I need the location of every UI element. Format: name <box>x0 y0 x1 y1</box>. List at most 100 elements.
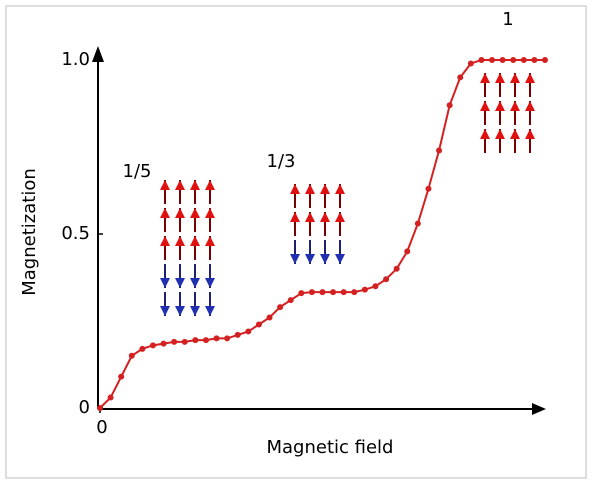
spin-up-head <box>320 184 330 194</box>
spin-up-head <box>305 184 315 194</box>
y-tick-label: 0 <box>79 397 90 418</box>
spin-down-head <box>205 278 215 288</box>
spin-up-head <box>305 212 315 222</box>
x-axis-label: Magnetic field <box>267 437 394 458</box>
line <box>99 59 545 409</box>
spin-up-head <box>480 101 490 111</box>
spin-up-head <box>480 73 490 83</box>
spin-up-head <box>190 180 200 190</box>
point <box>510 57 517 63</box>
point <box>245 328 252 335</box>
spin-up-head <box>175 180 185 190</box>
spin-up-head <box>160 236 170 246</box>
annotation: 1/3 <box>267 151 296 172</box>
point <box>277 304 284 311</box>
point <box>467 60 474 67</box>
point <box>118 373 125 380</box>
annotation: 1 <box>502 9 513 30</box>
point <box>372 283 379 290</box>
spin-up-head <box>495 101 505 111</box>
spin-up-head <box>190 208 200 218</box>
spin-down-head <box>205 306 215 316</box>
y-tick-label: 0.5 <box>61 223 90 244</box>
spin-up-head <box>160 208 170 218</box>
spin-down-head <box>175 306 185 316</box>
spin-up-head <box>495 129 505 139</box>
point <box>181 338 188 345</box>
spin-up-head <box>175 208 185 218</box>
spin-up-head <box>175 236 185 246</box>
point <box>404 248 411 255</box>
point <box>457 74 464 81</box>
spin-up-head <box>160 180 170 190</box>
point <box>298 290 305 297</box>
spin-up-head <box>290 184 300 194</box>
spin-down-head <box>190 278 200 288</box>
spin-up-head <box>510 73 520 83</box>
point <box>213 335 220 342</box>
point <box>446 102 453 109</box>
point <box>330 289 337 296</box>
spin-up-head <box>205 180 215 190</box>
point <box>97 405 103 411</box>
point <box>383 276 390 283</box>
spin-up-head <box>510 101 520 111</box>
point <box>425 185 432 192</box>
spin-down-head <box>305 254 315 264</box>
point <box>160 340 167 347</box>
point <box>340 289 347 296</box>
point <box>139 345 146 352</box>
spin-down-head <box>190 306 200 316</box>
point <box>393 265 400 272</box>
spin-up-head <box>510 129 520 139</box>
annotation: 1/5 <box>123 161 152 182</box>
point <box>287 297 294 304</box>
point <box>319 289 326 296</box>
point <box>308 289 315 296</box>
spin-up-head <box>320 212 330 222</box>
spin-down-head <box>160 306 170 316</box>
spin-down-head <box>320 254 330 264</box>
point <box>224 335 231 342</box>
point <box>234 331 241 338</box>
spin-up-head <box>480 129 490 139</box>
spin-up-head <box>190 236 200 246</box>
point <box>351 289 358 296</box>
spin-up-head <box>335 184 345 194</box>
point <box>171 338 178 345</box>
spin-up-head <box>525 129 535 139</box>
y-axis-arrow <box>92 46 104 62</box>
x-axis-arrow <box>532 403 546 415</box>
spin-down-head <box>335 254 345 264</box>
point <box>478 57 485 63</box>
point <box>542 57 548 63</box>
x-tick-label: 0 <box>96 417 107 438</box>
point <box>520 57 527 63</box>
point <box>107 394 114 401</box>
spin-down-head <box>290 254 300 264</box>
point <box>255 321 262 328</box>
spin-up-head <box>525 101 535 111</box>
y-tick-label: 1.0 <box>61 49 90 70</box>
point <box>192 337 199 344</box>
point <box>414 220 421 227</box>
point <box>266 314 273 321</box>
spin-up-head <box>205 208 215 218</box>
point <box>499 57 506 63</box>
spin-down-head <box>160 278 170 288</box>
point <box>436 147 443 154</box>
point <box>128 352 135 359</box>
y-axis-label: Magnetization <box>19 168 40 296</box>
point <box>149 342 156 349</box>
spin-up-head <box>525 73 535 83</box>
spin-up-head <box>495 73 505 83</box>
point <box>489 57 496 63</box>
spin-up-head <box>335 212 345 222</box>
point <box>202 337 209 344</box>
point <box>361 286 368 293</box>
spin-up-head <box>290 212 300 222</box>
spin-down-head <box>175 278 185 288</box>
spin-up-head <box>205 236 215 246</box>
point <box>531 57 538 63</box>
